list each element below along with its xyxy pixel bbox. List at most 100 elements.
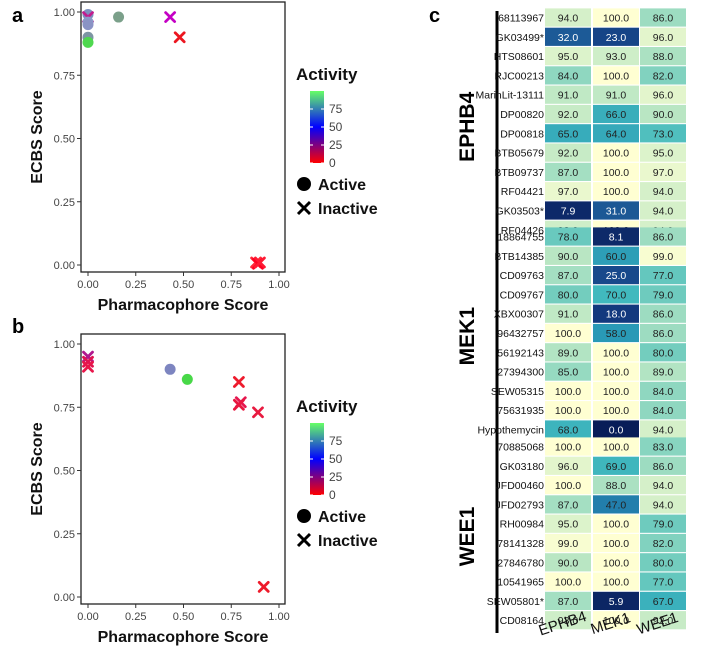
legend-shape-label: Inactive: [318, 533, 378, 550]
heatmap-cell-value: 100.0: [603, 577, 629, 589]
row-label: GK03180: [500, 461, 545, 473]
heatmap-cell: [545, 401, 591, 420]
heatmap-cell-value: 100.0: [603, 148, 629, 160]
data-point-inactive: [257, 580, 270, 593]
heatmap-cell-value: 96.0: [653, 90, 674, 102]
data-point-inactive: [232, 398, 245, 411]
row-label: XBX00307: [494, 309, 544, 321]
heatmap-cell-value: 80.0: [653, 557, 674, 569]
heatmap-cell: [640, 495, 686, 514]
heatmap-cell: [545, 201, 591, 220]
heatmap-cell-value: 65.0: [558, 128, 579, 140]
heatmap-cell: [545, 533, 591, 553]
heatmap-cell-value: 8.1: [609, 232, 624, 244]
row-label: Hypothemycin: [477, 425, 544, 437]
heatmap-cell-value: 86.0: [653, 328, 674, 340]
heatmap-cell-value: 100.0: [603, 167, 629, 179]
heatmap-cell: [593, 514, 639, 533]
heatmap-cell-value: 47.0: [606, 499, 627, 511]
heatmap-cell: [640, 246, 686, 265]
heatmap-cell-value: 86.0: [653, 13, 674, 25]
heatmap-cell: [640, 343, 686, 362]
heatmap-cell-value: 79.0: [653, 519, 674, 531]
heatmap-cell: [593, 401, 639, 420]
heatmap-cell: [593, 227, 639, 246]
heatmap-cell: [593, 27, 639, 46]
plot-frame: [80, 1, 286, 273]
legend-active-symbol: [297, 177, 311, 191]
y-tick-label: 0.25: [54, 529, 75, 541]
x-axis-label: Pharmacophore Score: [98, 629, 269, 646]
heatmap-cell-value: 100.0: [603, 13, 629, 25]
heatmap-cell: [545, 437, 591, 456]
row-label: BTB05679: [494, 148, 544, 160]
heatmap-cell-value: 95.0: [558, 51, 579, 63]
x-tick-label: 1.00: [268, 611, 289, 623]
row-label: JFD02793: [496, 499, 545, 511]
heatmap-cell-value: 92.0: [653, 615, 674, 627]
heatmap-cell-value: 32.0: [558, 32, 579, 44]
heatmap-cell-value: 96.0: [558, 461, 579, 473]
heatmap-cell: [593, 246, 639, 265]
y-tick-label: 0.75: [54, 70, 75, 82]
heatmap-cell: [593, 8, 639, 27]
heatmap-cell: [593, 533, 639, 553]
heatmap-cell-value: 94.0: [653, 480, 674, 492]
heatmap-cell: [640, 162, 686, 181]
panel-label-c: c: [429, 5, 440, 27]
heatmap-cell-value: 67.0: [653, 596, 674, 608]
colorbar-tick-label: 75: [329, 434, 343, 448]
data-point-inactive: [164, 11, 177, 23]
heatmap-cell: [640, 381, 686, 400]
heatmap-cell-value: 100.0: [555, 577, 581, 589]
y-axis-label: ECBS Score: [29, 90, 46, 183]
data-point-active: [82, 9, 94, 21]
heatmap-cell-value: 92.0: [558, 148, 579, 160]
heatmap-cell-value: 78.0: [558, 232, 579, 244]
heatmap-cell: [640, 456, 686, 475]
heatmap-cell-value: 100.0: [603, 386, 629, 398]
heatmap-cell: [593, 611, 639, 630]
activity-colorbar: [310, 91, 324, 163]
y-tick-label: 0.00: [54, 592, 75, 604]
panel-label-a: a: [12, 5, 24, 27]
heatmap-cell-value: 100.0: [555, 480, 581, 492]
heatmap-cell-value: 100.0: [555, 442, 581, 454]
heatmap-cell: [640, 591, 686, 610]
heatmap-cell-value: 100.0: [603, 347, 629, 359]
row-label: 10541965: [497, 577, 544, 589]
heatmap-cell: [545, 553, 591, 572]
heatmap-cell: [593, 456, 639, 475]
heatmap-cell: [545, 27, 591, 46]
heatmap-cell-value: 94.0: [653, 186, 674, 198]
heatmap-cell-value: 91.0: [558, 309, 579, 321]
heatmap-cell-value: 100.0: [603, 442, 629, 454]
row-label: 78141328: [497, 538, 544, 550]
heatmap-cell: [640, 201, 686, 220]
heatmap-cell: [640, 27, 686, 46]
heatmap-cell: [593, 143, 639, 162]
heatmap-cell: [593, 420, 639, 439]
colorbar-tick-label: 25: [329, 470, 343, 484]
x-axis-label: Pharmacophore Score: [98, 297, 269, 314]
row-label: 70885068: [497, 442, 544, 454]
row-label: SEW05315: [491, 386, 544, 398]
row-label: 27846780: [497, 557, 544, 569]
data-point-active: [164, 363, 176, 375]
heatmap-cell: [545, 124, 591, 143]
y-tick-label: 0.25: [54, 197, 75, 209]
heatmap-cell-value: 60.0: [606, 251, 627, 263]
data-point-active: [181, 373, 193, 385]
legend-shape-label: Active: [318, 177, 366, 194]
data-point-inactive: [173, 31, 186, 44]
y-tick-label: 0.50: [54, 134, 75, 146]
row-label: DP00820: [500, 109, 544, 121]
legend-activity-title: Activity: [296, 397, 358, 416]
colorbar-tick-label: 0: [329, 156, 336, 170]
heatmap-cell: [545, 611, 591, 630]
x-tick-label: 0.50: [173, 279, 194, 291]
data-point-active: [113, 11, 125, 23]
x-tick-label: 0.75: [221, 279, 242, 291]
heatmap-cell: [593, 47, 639, 66]
row-label: CD09767: [500, 289, 545, 301]
